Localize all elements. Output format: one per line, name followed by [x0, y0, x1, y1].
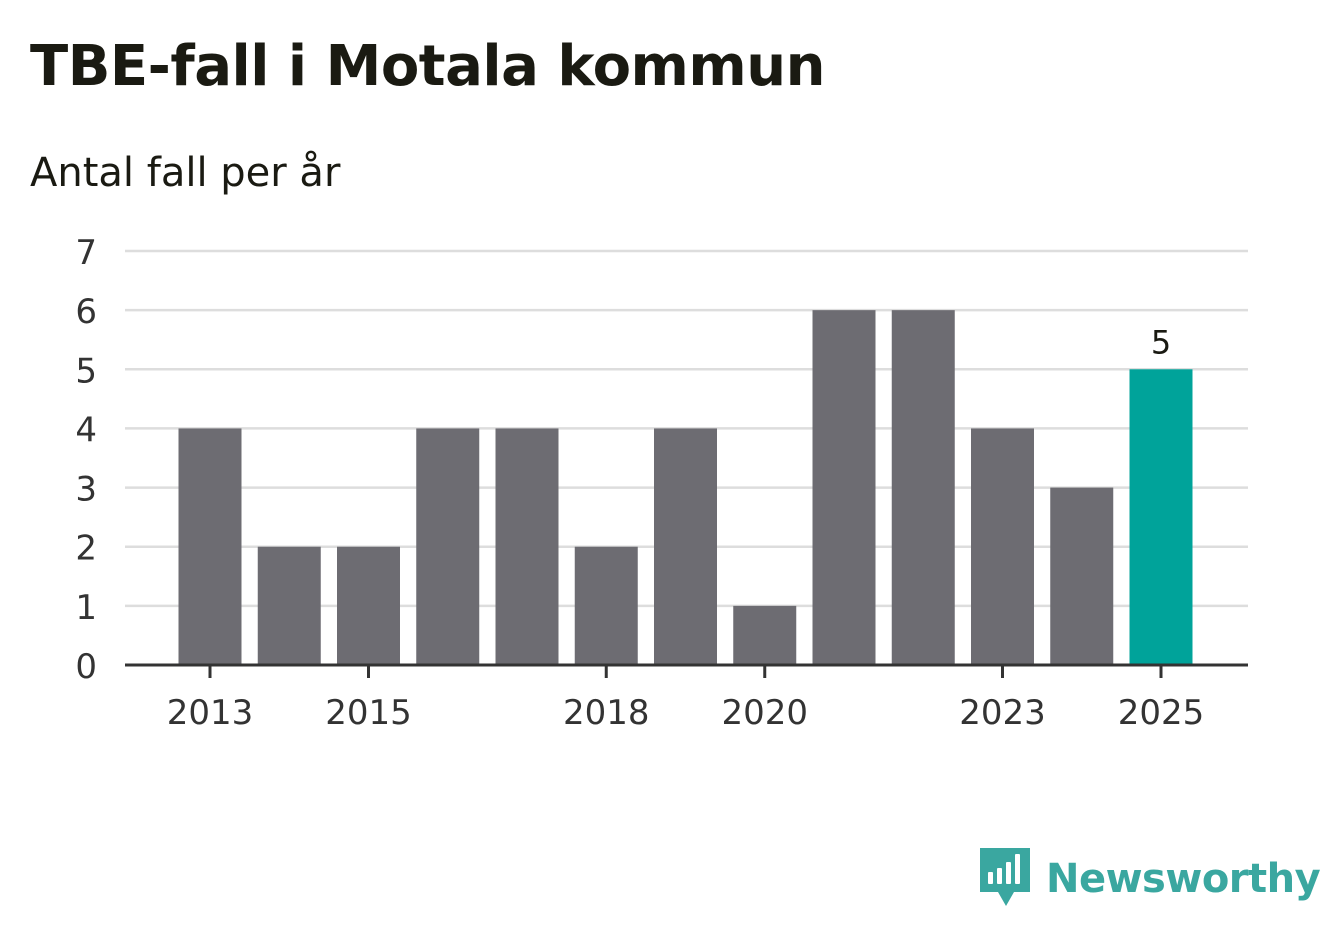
y-tick-label: 2 [75, 529, 97, 569]
y-tick-label: 1 [75, 588, 97, 628]
x-tick-label: 2023 [959, 693, 1046, 733]
data-labels: 5 [1151, 323, 1171, 361]
bar-2020 [733, 605, 797, 665]
data-label-2025: 5 [1151, 323, 1171, 361]
y-tick-label: 5 [75, 351, 97, 391]
y-axis-ticks: 0 1 2 3 4 5 6 7 [75, 233, 97, 687]
brand-name: Newsworthy [1046, 856, 1321, 902]
x-axis-ticks: 2013 2015 2018 2020 2023 2025 [167, 665, 1205, 733]
bars [178, 310, 1193, 665]
bar-2025 [1129, 369, 1193, 665]
bar-2019 [654, 428, 717, 665]
x-tick-label: 2020 [721, 693, 808, 733]
bar-2017 [495, 428, 559, 665]
chart-subtitle: Antal fall per år [30, 150, 341, 196]
y-tick-label: 3 [75, 470, 97, 510]
chart-title: TBE-fall i Motala kommun [30, 34, 826, 99]
newsworthy-brand: Newsworthy [980, 848, 1321, 910]
x-tick-label: 2025 [1118, 693, 1205, 733]
x-tick-label: 2015 [325, 693, 412, 733]
bar-2022 [891, 310, 955, 665]
bar-2013 [178, 428, 242, 665]
bar-2024 [1050, 487, 1114, 665]
x-tick-label: 2013 [167, 693, 254, 733]
y-tick-label: 4 [75, 410, 97, 450]
newsworthy-logo-icon [980, 848, 1030, 906]
x-tick-label: 2018 [563, 693, 650, 733]
bar-2021 [812, 310, 876, 665]
bar-2016 [416, 428, 480, 665]
y-tick-label: 6 [75, 292, 97, 332]
bar-2023 [971, 428, 1034, 665]
bar-2014 [257, 546, 321, 665]
y-tick-label: 0 [75, 647, 97, 687]
bar-2018 [574, 546, 638, 665]
bar-2015 [337, 546, 400, 665]
y-tick-label: 7 [75, 233, 97, 273]
